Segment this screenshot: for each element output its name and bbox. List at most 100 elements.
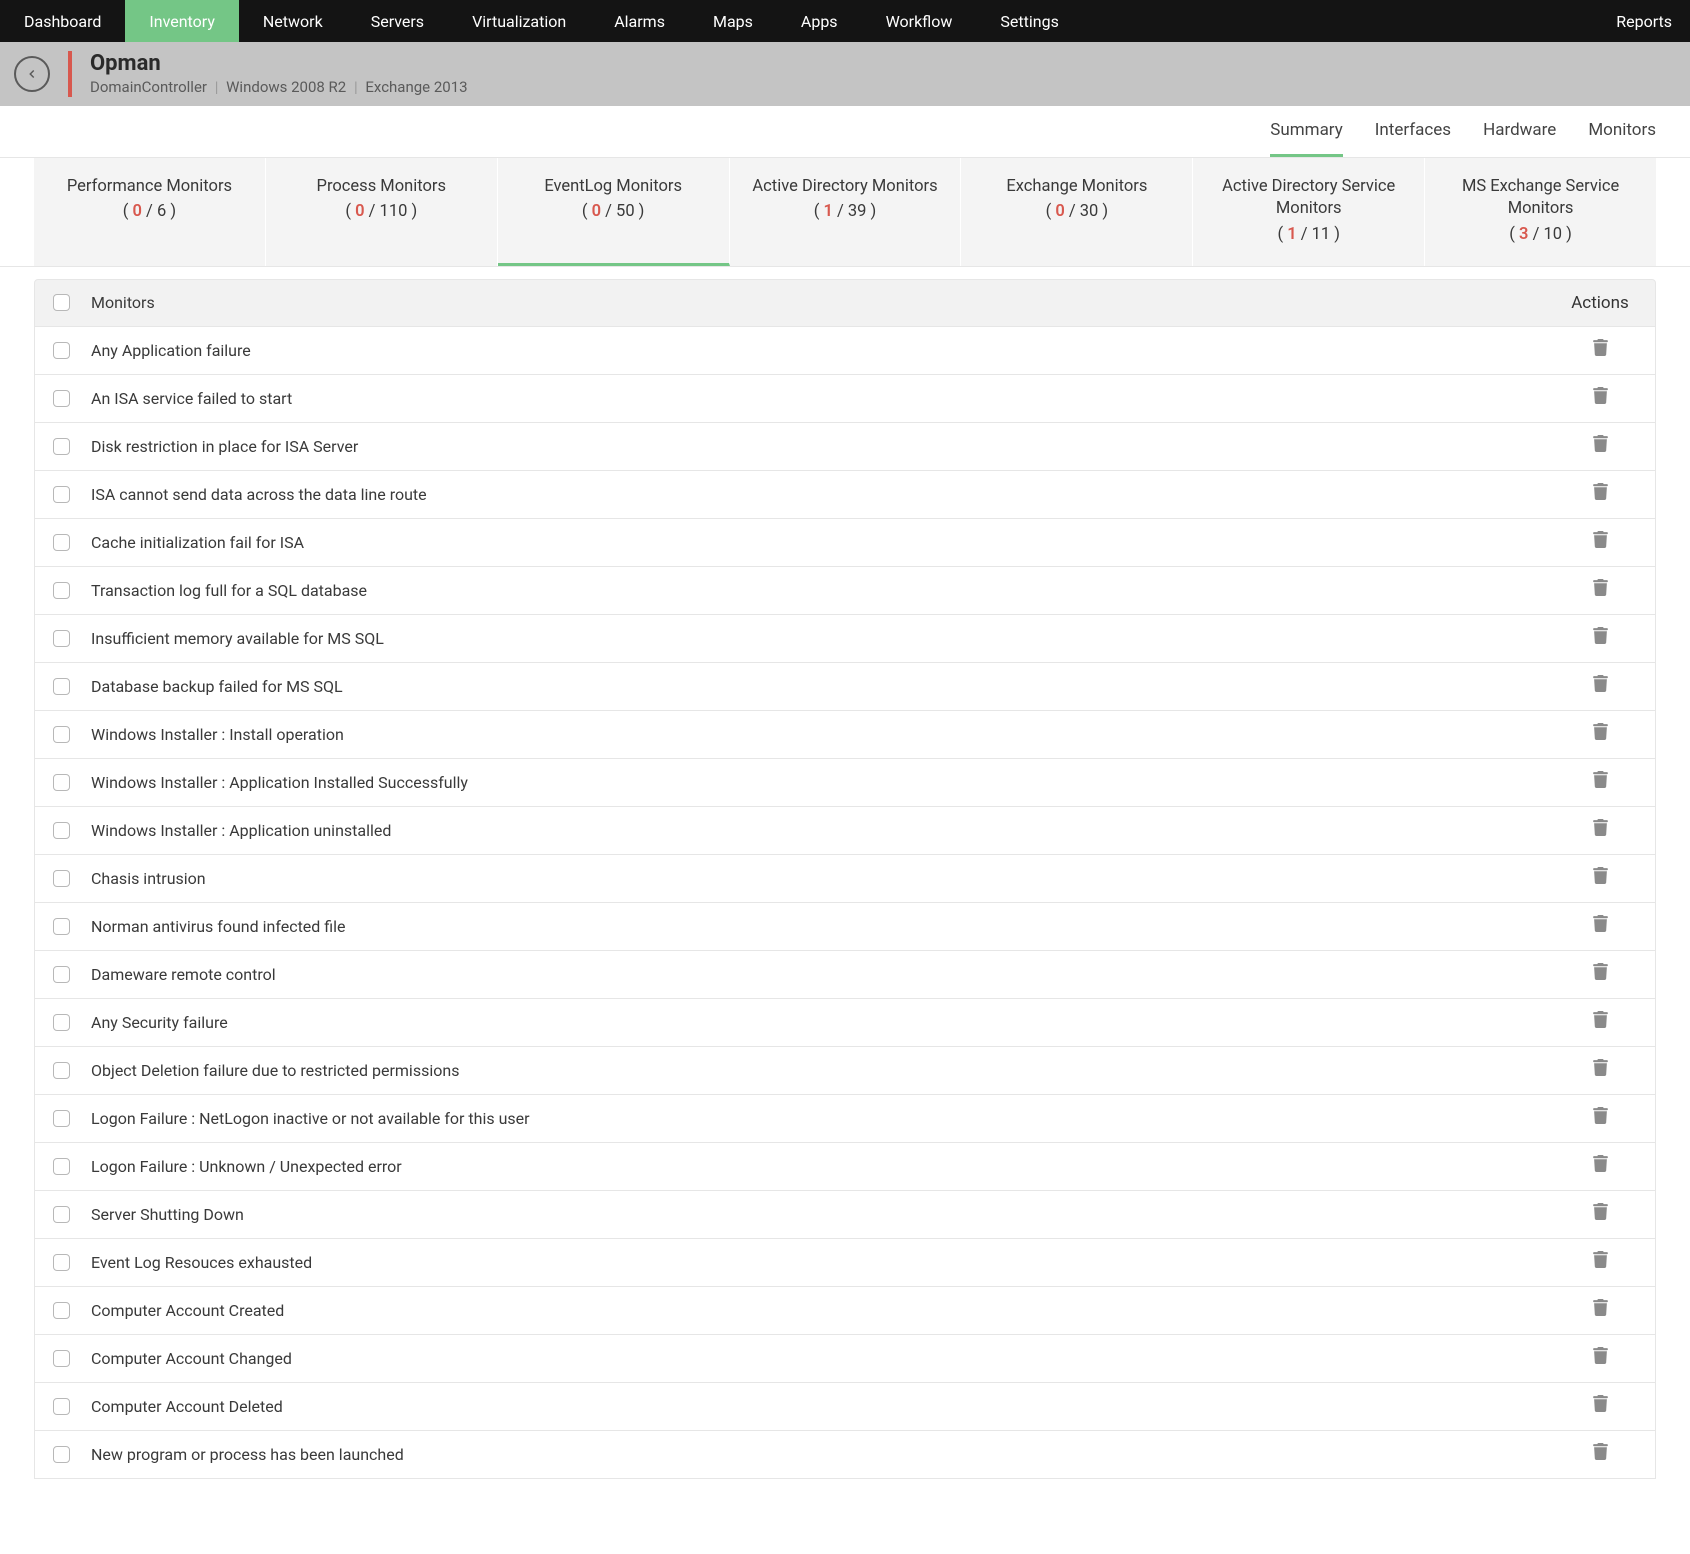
tab-summary[interactable]: Summary [1270, 120, 1342, 157]
row-checkbox[interactable] [53, 1350, 70, 1367]
delete-button[interactable] [1593, 869, 1608, 889]
delete-button[interactable] [1593, 1445, 1608, 1465]
table-row: Cache initialization fail for ISA [34, 519, 1656, 567]
nav-item-inventory[interactable]: Inventory [125, 0, 239, 42]
row-checkbox[interactable] [53, 1110, 70, 1127]
row-checkbox[interactable] [53, 342, 70, 359]
row-checkbox[interactable] [53, 870, 70, 887]
table-row: Dameware remote control [34, 951, 1656, 999]
monitor-card[interactable]: Active Directory Service Monitors( 1 / 1… [1193, 158, 1425, 266]
delete-button[interactable] [1593, 917, 1608, 937]
delete-button[interactable] [1593, 1397, 1608, 1417]
nav-item-alarms[interactable]: Alarms [590, 0, 689, 42]
tab-interfaces[interactable]: Interfaces [1375, 120, 1451, 157]
monitor-card[interactable]: Active Directory Monitors( 1 / 39 ) [730, 158, 962, 266]
row-checkbox[interactable] [53, 1254, 70, 1271]
breadcrumb-accent [68, 51, 72, 97]
row-checkbox[interactable] [53, 390, 70, 407]
delete-button[interactable] [1593, 389, 1608, 409]
tab-monitors[interactable]: Monitors [1588, 120, 1656, 157]
delete-button[interactable] [1593, 773, 1608, 793]
delete-button[interactable] [1593, 1205, 1608, 1225]
delete-button[interactable] [1593, 1157, 1608, 1177]
table-row: Computer Account Deleted [34, 1383, 1656, 1431]
table-row: Transaction log full for a SQL database [34, 567, 1656, 615]
row-checkbox[interactable] [53, 486, 70, 503]
row-checkbox[interactable] [53, 1062, 70, 1079]
monitor-card[interactable]: EventLog Monitors( 0 / 50 ) [498, 158, 730, 266]
table-row: Any Application failure [34, 327, 1656, 375]
row-checkbox[interactable] [53, 1206, 70, 1223]
delete-button[interactable] [1593, 341, 1608, 361]
server-title: Opman [90, 52, 468, 76]
row-checkbox[interactable] [53, 1398, 70, 1415]
back-button[interactable] [14, 56, 50, 92]
row-checkbox[interactable] [53, 774, 70, 791]
tab-hardware[interactable]: Hardware [1483, 120, 1556, 157]
delete-button[interactable] [1593, 725, 1608, 745]
row-checkbox[interactable] [53, 582, 70, 599]
delete-button[interactable] [1593, 1109, 1608, 1129]
nav-item-virtualization[interactable]: Virtualization [448, 0, 590, 42]
delete-button[interactable] [1593, 677, 1608, 697]
row-checkbox[interactable] [53, 1158, 70, 1175]
nav-item-workflow[interactable]: Workflow [862, 0, 977, 42]
delete-button[interactable] [1593, 821, 1608, 841]
monitor-category-cards: Performance Monitors( 0 / 6 )Process Mon… [0, 158, 1690, 267]
nav-item-servers[interactable]: Servers [347, 0, 448, 42]
delete-button[interactable] [1593, 1253, 1608, 1273]
delete-button[interactable] [1593, 1301, 1608, 1321]
row-checkbox-cell [35, 1014, 87, 1031]
monitor-name: Disk restriction in place for ISA Server [87, 437, 1545, 456]
monitor-name: Windows Installer : Application Installe… [87, 773, 1545, 792]
delete-button[interactable] [1593, 437, 1608, 457]
row-checkbox[interactable] [53, 534, 70, 551]
table-row: Computer Account Created [34, 1287, 1656, 1335]
row-checkbox[interactable] [53, 630, 70, 647]
row-checkbox[interactable] [53, 1446, 70, 1463]
card-title: MS Exchange Service Monitors [1435, 176, 1646, 221]
row-checkbox-cell [35, 918, 87, 935]
row-actions [1545, 1395, 1655, 1417]
nav-item-dashboard[interactable]: Dashboard [0, 0, 125, 42]
monitor-card[interactable]: Performance Monitors( 0 / 6 ) [34, 158, 266, 266]
table-row: Logon Failure : Unknown / Unexpected err… [34, 1143, 1656, 1191]
nav-item-apps[interactable]: Apps [777, 0, 862, 42]
nav-item-reports[interactable]: Reports [1592, 0, 1690, 42]
row-checkbox[interactable] [53, 1014, 70, 1031]
delete-button[interactable] [1593, 581, 1608, 601]
monitor-name: Chasis intrusion [87, 869, 1545, 888]
row-checkbox-cell [35, 438, 87, 455]
row-checkbox[interactable] [53, 918, 70, 935]
table-header: Monitors Actions [34, 279, 1656, 327]
row-checkbox[interactable] [53, 678, 70, 695]
row-checkbox[interactable] [53, 966, 70, 983]
breadcrumb-bar: Opman DomainController | Windows 2008 R2… [0, 42, 1690, 106]
nav-item-settings[interactable]: Settings [976, 0, 1082, 42]
card-title: Exchange Monitors [971, 176, 1182, 198]
delete-button[interactable] [1593, 965, 1608, 985]
delete-button[interactable] [1593, 1013, 1608, 1033]
table-row: Database backup failed for MS SQL [34, 663, 1656, 711]
delete-button[interactable] [1593, 1349, 1608, 1369]
delete-button[interactable] [1593, 1061, 1608, 1081]
row-checkbox[interactable] [53, 1302, 70, 1319]
row-actions [1545, 627, 1655, 649]
select-all-checkbox[interactable] [53, 294, 70, 311]
row-checkbox-cell [35, 822, 87, 839]
row-actions [1545, 483, 1655, 505]
delete-button[interactable] [1593, 533, 1608, 553]
delete-button[interactable] [1593, 485, 1608, 505]
delete-button[interactable] [1593, 629, 1608, 649]
header-monitors: Monitors [87, 293, 1545, 312]
row-checkbox[interactable] [53, 726, 70, 743]
nav-item-maps[interactable]: Maps [689, 0, 777, 42]
monitor-card[interactable]: MS Exchange Service Monitors( 3 / 10 ) [1425, 158, 1656, 266]
monitor-card[interactable]: Process Monitors( 0 / 110 ) [266, 158, 498, 266]
view-tabs: Summary Interfaces Hardware Monitors [0, 106, 1690, 158]
nav-item-network[interactable]: Network [239, 0, 347, 42]
row-checkbox[interactable] [53, 438, 70, 455]
row-checkbox-cell [35, 630, 87, 647]
monitor-card[interactable]: Exchange Monitors( 0 / 30 ) [961, 158, 1193, 266]
row-checkbox[interactable] [53, 822, 70, 839]
